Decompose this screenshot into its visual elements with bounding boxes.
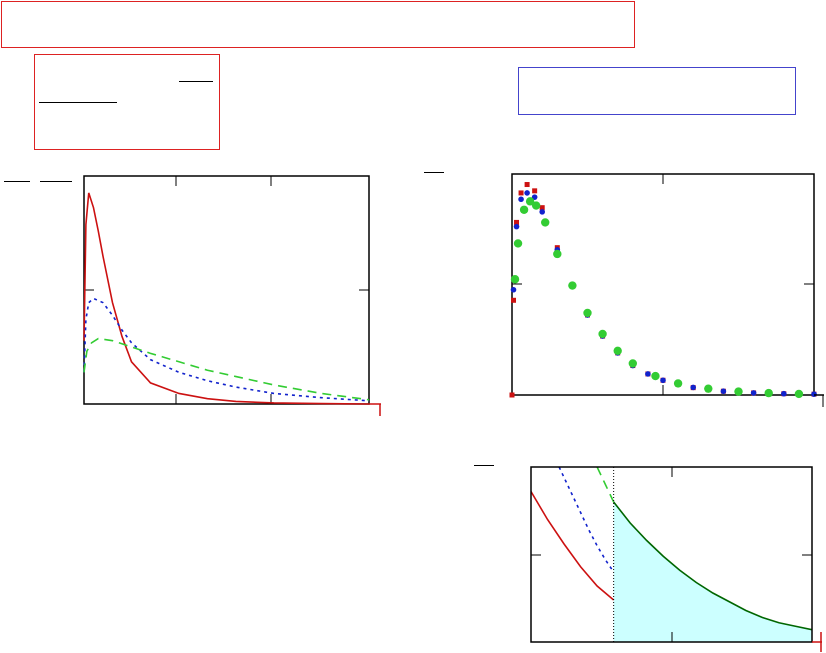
formula-box bbox=[34, 54, 220, 150]
chart2-point-blue-16 bbox=[750, 390, 757, 396]
chart2-point-green-14 bbox=[704, 384, 713, 393]
chart2-point-green-3 bbox=[525, 197, 535, 206]
info-box bbox=[518, 67, 796, 115]
chart2-point-red-1 bbox=[511, 297, 517, 303]
chart2-point-blue-4 bbox=[531, 194, 538, 200]
chart2-point-green-2 bbox=[519, 205, 529, 214]
chart3-ylabel-bar bbox=[474, 465, 494, 466]
chart1-series-1 bbox=[83, 297, 370, 402]
chart2-point-blue-5 bbox=[539, 209, 545, 215]
title-box bbox=[1, 1, 635, 48]
chart2-point-green-17 bbox=[794, 389, 804, 399]
chart2-point-blue-3 bbox=[524, 190, 530, 196]
chart2-point-blue-14 bbox=[690, 384, 696, 391]
chart3-series-0 bbox=[531, 491, 615, 601]
chart1-ylabel-bar-2 bbox=[40, 181, 72, 182]
chart2-plot-frame bbox=[511, 173, 815, 396]
chart2-point-blue-1 bbox=[513, 223, 520, 230]
chart2-point-green-13 bbox=[673, 379, 683, 388]
chart3-series-1 bbox=[558, 467, 615, 573]
chart2-point-green-6 bbox=[553, 249, 562, 259]
chart2-point-green-12 bbox=[651, 371, 660, 381]
chart2-point-red-3 bbox=[518, 190, 524, 196]
formula-fraction-bar-1 bbox=[179, 81, 213, 82]
chart2-point-green-0 bbox=[510, 275, 520, 284]
chart2-point-green-16 bbox=[764, 388, 773, 398]
chart2-point-green-7 bbox=[568, 281, 577, 290]
chart2-point-blue-2 bbox=[518, 196, 524, 203]
chart2-point-green-8 bbox=[583, 308, 592, 318]
chart2-point-blue-15 bbox=[720, 388, 727, 395]
chart2-point-red-6 bbox=[539, 205, 545, 211]
chart1-plot-frame bbox=[83, 175, 370, 405]
chart3-series-3 bbox=[613, 501, 812, 631]
chart1-series-0 bbox=[83, 192, 370, 405]
chart2-point-blue-0 bbox=[510, 286, 517, 293]
chart2-point-green-9 bbox=[598, 329, 607, 339]
formula-fraction-bar-2 bbox=[39, 102, 117, 103]
chart2-point-red-0 bbox=[509, 392, 515, 398]
chart1-series-2 bbox=[83, 337, 370, 401]
chart2-point-green-11 bbox=[628, 359, 637, 368]
chart2-point-green-4 bbox=[531, 201, 541, 210]
chart3-tail-area bbox=[613, 502, 812, 642]
chart2-point-green-10 bbox=[613, 346, 622, 355]
chart2-point-green-5 bbox=[541, 218, 550, 227]
chart2-point-blue-18 bbox=[811, 391, 817, 397]
chart2-ylabel-bar bbox=[424, 172, 444, 173]
chart1-ylabel-bar-1 bbox=[4, 181, 30, 182]
chart2-point-red-2 bbox=[514, 219, 520, 225]
chart2-point-blue-13 bbox=[660, 377, 666, 384]
chart2-point-red-4 bbox=[524, 182, 530, 188]
chart3-series-2 bbox=[596, 467, 615, 503]
chart2-point-green-15 bbox=[734, 387, 743, 396]
chart2-point-red-5 bbox=[532, 188, 538, 194]
chart2-point-blue-12 bbox=[645, 371, 651, 377]
chart2-point-green-1 bbox=[513, 239, 523, 248]
chart2-point-blue-17 bbox=[781, 390, 787, 397]
